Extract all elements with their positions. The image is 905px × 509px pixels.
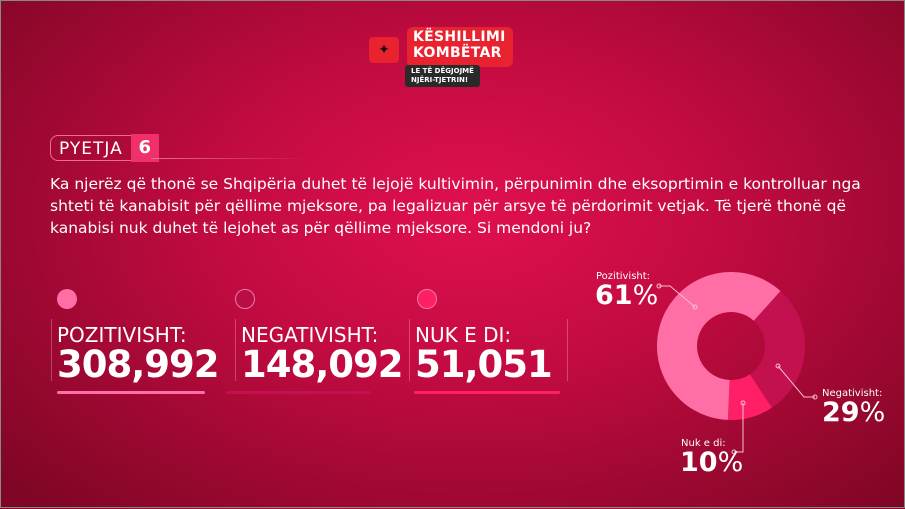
slice-negative: [749, 291, 805, 408]
question-number: 6: [130, 134, 159, 162]
legend-dot-icon: [417, 289, 437, 309]
logo-bubble: [407, 27, 513, 67]
albanian-eagle-icon: ✦: [369, 37, 399, 63]
question-line: kanabisi nuk duhet të lejohet as për qël…: [50, 219, 592, 237]
leader-line-dontknow: [734, 403, 744, 453]
logo-title: KËSHILLIMI KOMBËTAR: [413, 29, 506, 61]
stat-label: NEGATIVISHT:: [241, 323, 379, 347]
leader-line-positive: [659, 285, 696, 308]
legend-dot-icon: [57, 289, 77, 309]
question-header: PYETJA 6: [50, 134, 159, 162]
logo-tagline: LE TË DËGJOJMË NJËRI-TJETRIN!: [405, 65, 480, 87]
divider: [151, 158, 311, 159]
divider: [51, 319, 52, 381]
stat-value: 148,092: [241, 343, 404, 386]
stat-underline: [57, 391, 205, 394]
question-text: Ka njerëz që thonë se Shqipëria duhet të…: [50, 173, 870, 239]
leader-lines: [656, 283, 818, 455]
divider: [235, 319, 236, 381]
question-label: PYETJA: [50, 135, 131, 161]
divider: [409, 319, 410, 381]
slice-positive: [656, 271, 781, 420]
stat-underline: [414, 391, 560, 394]
stat-value: 308,992: [57, 343, 220, 386]
stat-label: POZITIVISHT:: [57, 323, 187, 347]
slice-label-dontknow: Nuk e di:: [681, 438, 726, 449]
slice-value-positive: 61%: [595, 280, 659, 311]
slice-value-negative: 29%: [822, 397, 886, 428]
slice-value-dontknow: 10%: [680, 447, 744, 478]
stat-value: 51,051: [415, 343, 553, 386]
slice-label-positive: Pozitivisht:: [596, 271, 651, 282]
divider: [567, 319, 568, 381]
question-line: shteti të kanabisit për qëllime mjeksore…: [50, 197, 846, 215]
stat-label: NUK E DI:: [415, 323, 512, 347]
slice-dontknow: [727, 374, 772, 420]
legend-dot-icon: [235, 289, 255, 309]
logo: ✦ KËSHILLIMI KOMBËTAR LE TË DËGJOJMË NJËRI…: [369, 25, 517, 87]
question-line: Ka njerëz që thonë se Shqipëria duhet të…: [50, 175, 861, 193]
leader-line-negative: [777, 365, 815, 398]
slice-label-negative: Negativisht:: [822, 388, 883, 399]
stat-underline: [226, 391, 371, 394]
